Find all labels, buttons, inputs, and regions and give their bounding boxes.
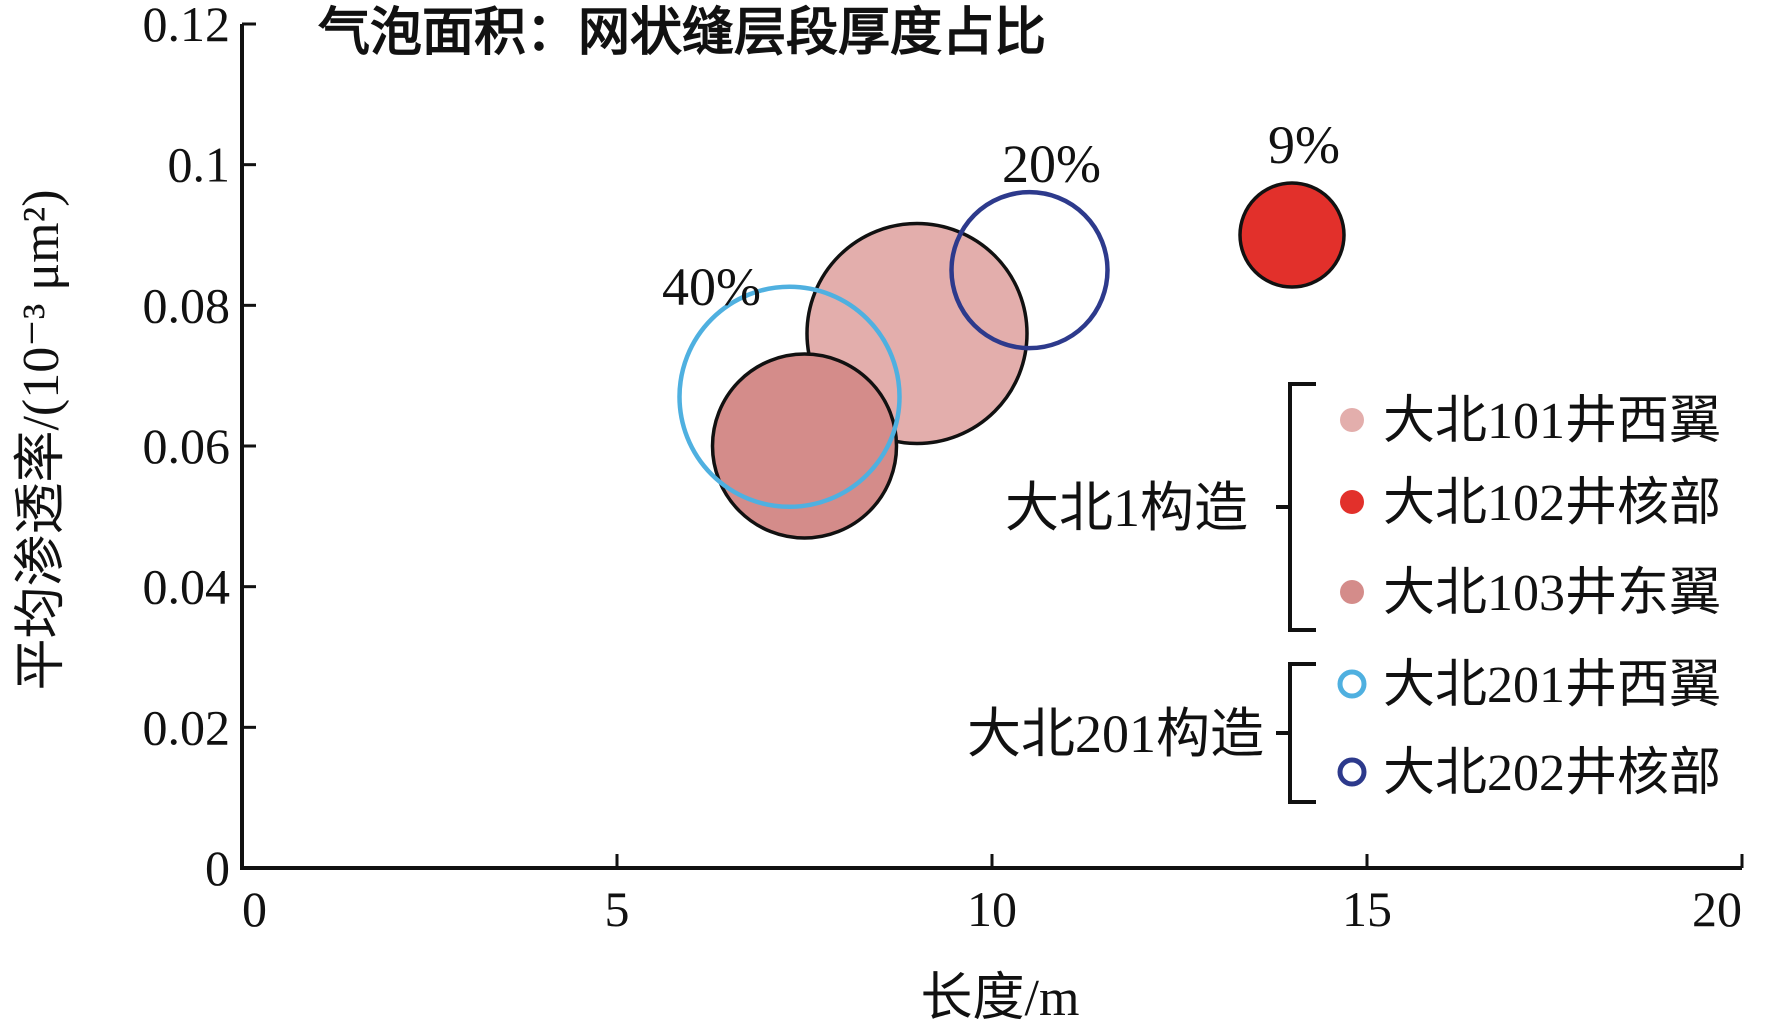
y-tick-label: 0.12 [143, 0, 231, 52]
bubble-percent-label: 9% [1268, 115, 1340, 175]
legend: 大北1构造大北101井西翼大北102井核部大北103井东翼大北201构造大北20… [967, 382, 1721, 804]
legend-marker [1337, 669, 1367, 699]
axes: 0 5 10 15 20 0 0.02 0.04 0.06 0.08 0.1 0.12 [143, 0, 1744, 937]
x-tick-label: 20 [1692, 881, 1742, 937]
legend-item-label: 大北201井西翼 [1383, 657, 1721, 714]
legend-marker [1340, 580, 1364, 604]
bubbles: 9% 40% 20% [662, 115, 1346, 540]
y-axis-title: 平均渗透率/(10⁻³ μm²) [13, 189, 70, 690]
y-tick-label: 0.08 [143, 277, 231, 333]
legend-group-label: 大北1构造 [1005, 478, 1248, 538]
bubble-大北202井核部 [949, 189, 1110, 351]
x-axis-title: 长度/m [921, 970, 1080, 1027]
legend-marker [1337, 757, 1367, 787]
legend-item-label: 大北101井西翼 [1383, 393, 1721, 450]
legend-item-label: 大北103井东翼 [1383, 565, 1721, 622]
y-tick-label: 0 [205, 840, 230, 896]
x-tick-label: 10 [967, 881, 1017, 937]
legend-group-bracket [1276, 662, 1316, 804]
legend-group-label: 大北201构造 [967, 704, 1264, 764]
bubble-大北103井东翼 [710, 352, 899, 540]
bubble-大北102井核部 [1238, 181, 1346, 289]
legend-marker [1340, 490, 1364, 514]
legend-group-bracket [1276, 382, 1316, 632]
bubble-大北201井西翼 [677, 284, 902, 510]
legend-item-label: 大北202井核部 [1383, 745, 1721, 802]
x-tick-label: 0 [242, 881, 267, 937]
bubble-percent-label: 20% [1002, 134, 1101, 194]
y-tick-label: 0.02 [143, 699, 231, 755]
legend-marker [1340, 408, 1364, 432]
x-tick-label: 15 [1342, 881, 1392, 937]
y-tick-label: 0.06 [143, 418, 231, 474]
bubble-percent-label: 40% [662, 257, 761, 317]
chart-title: 气泡面积：网状缝层段厚度占比 [318, 4, 1046, 62]
y-tick-label: 0.04 [143, 559, 231, 615]
x-tick-label: 5 [605, 881, 630, 937]
y-tick-label: 0.1 [168, 137, 231, 193]
legend-item-label: 大北102井核部 [1383, 475, 1721, 532]
